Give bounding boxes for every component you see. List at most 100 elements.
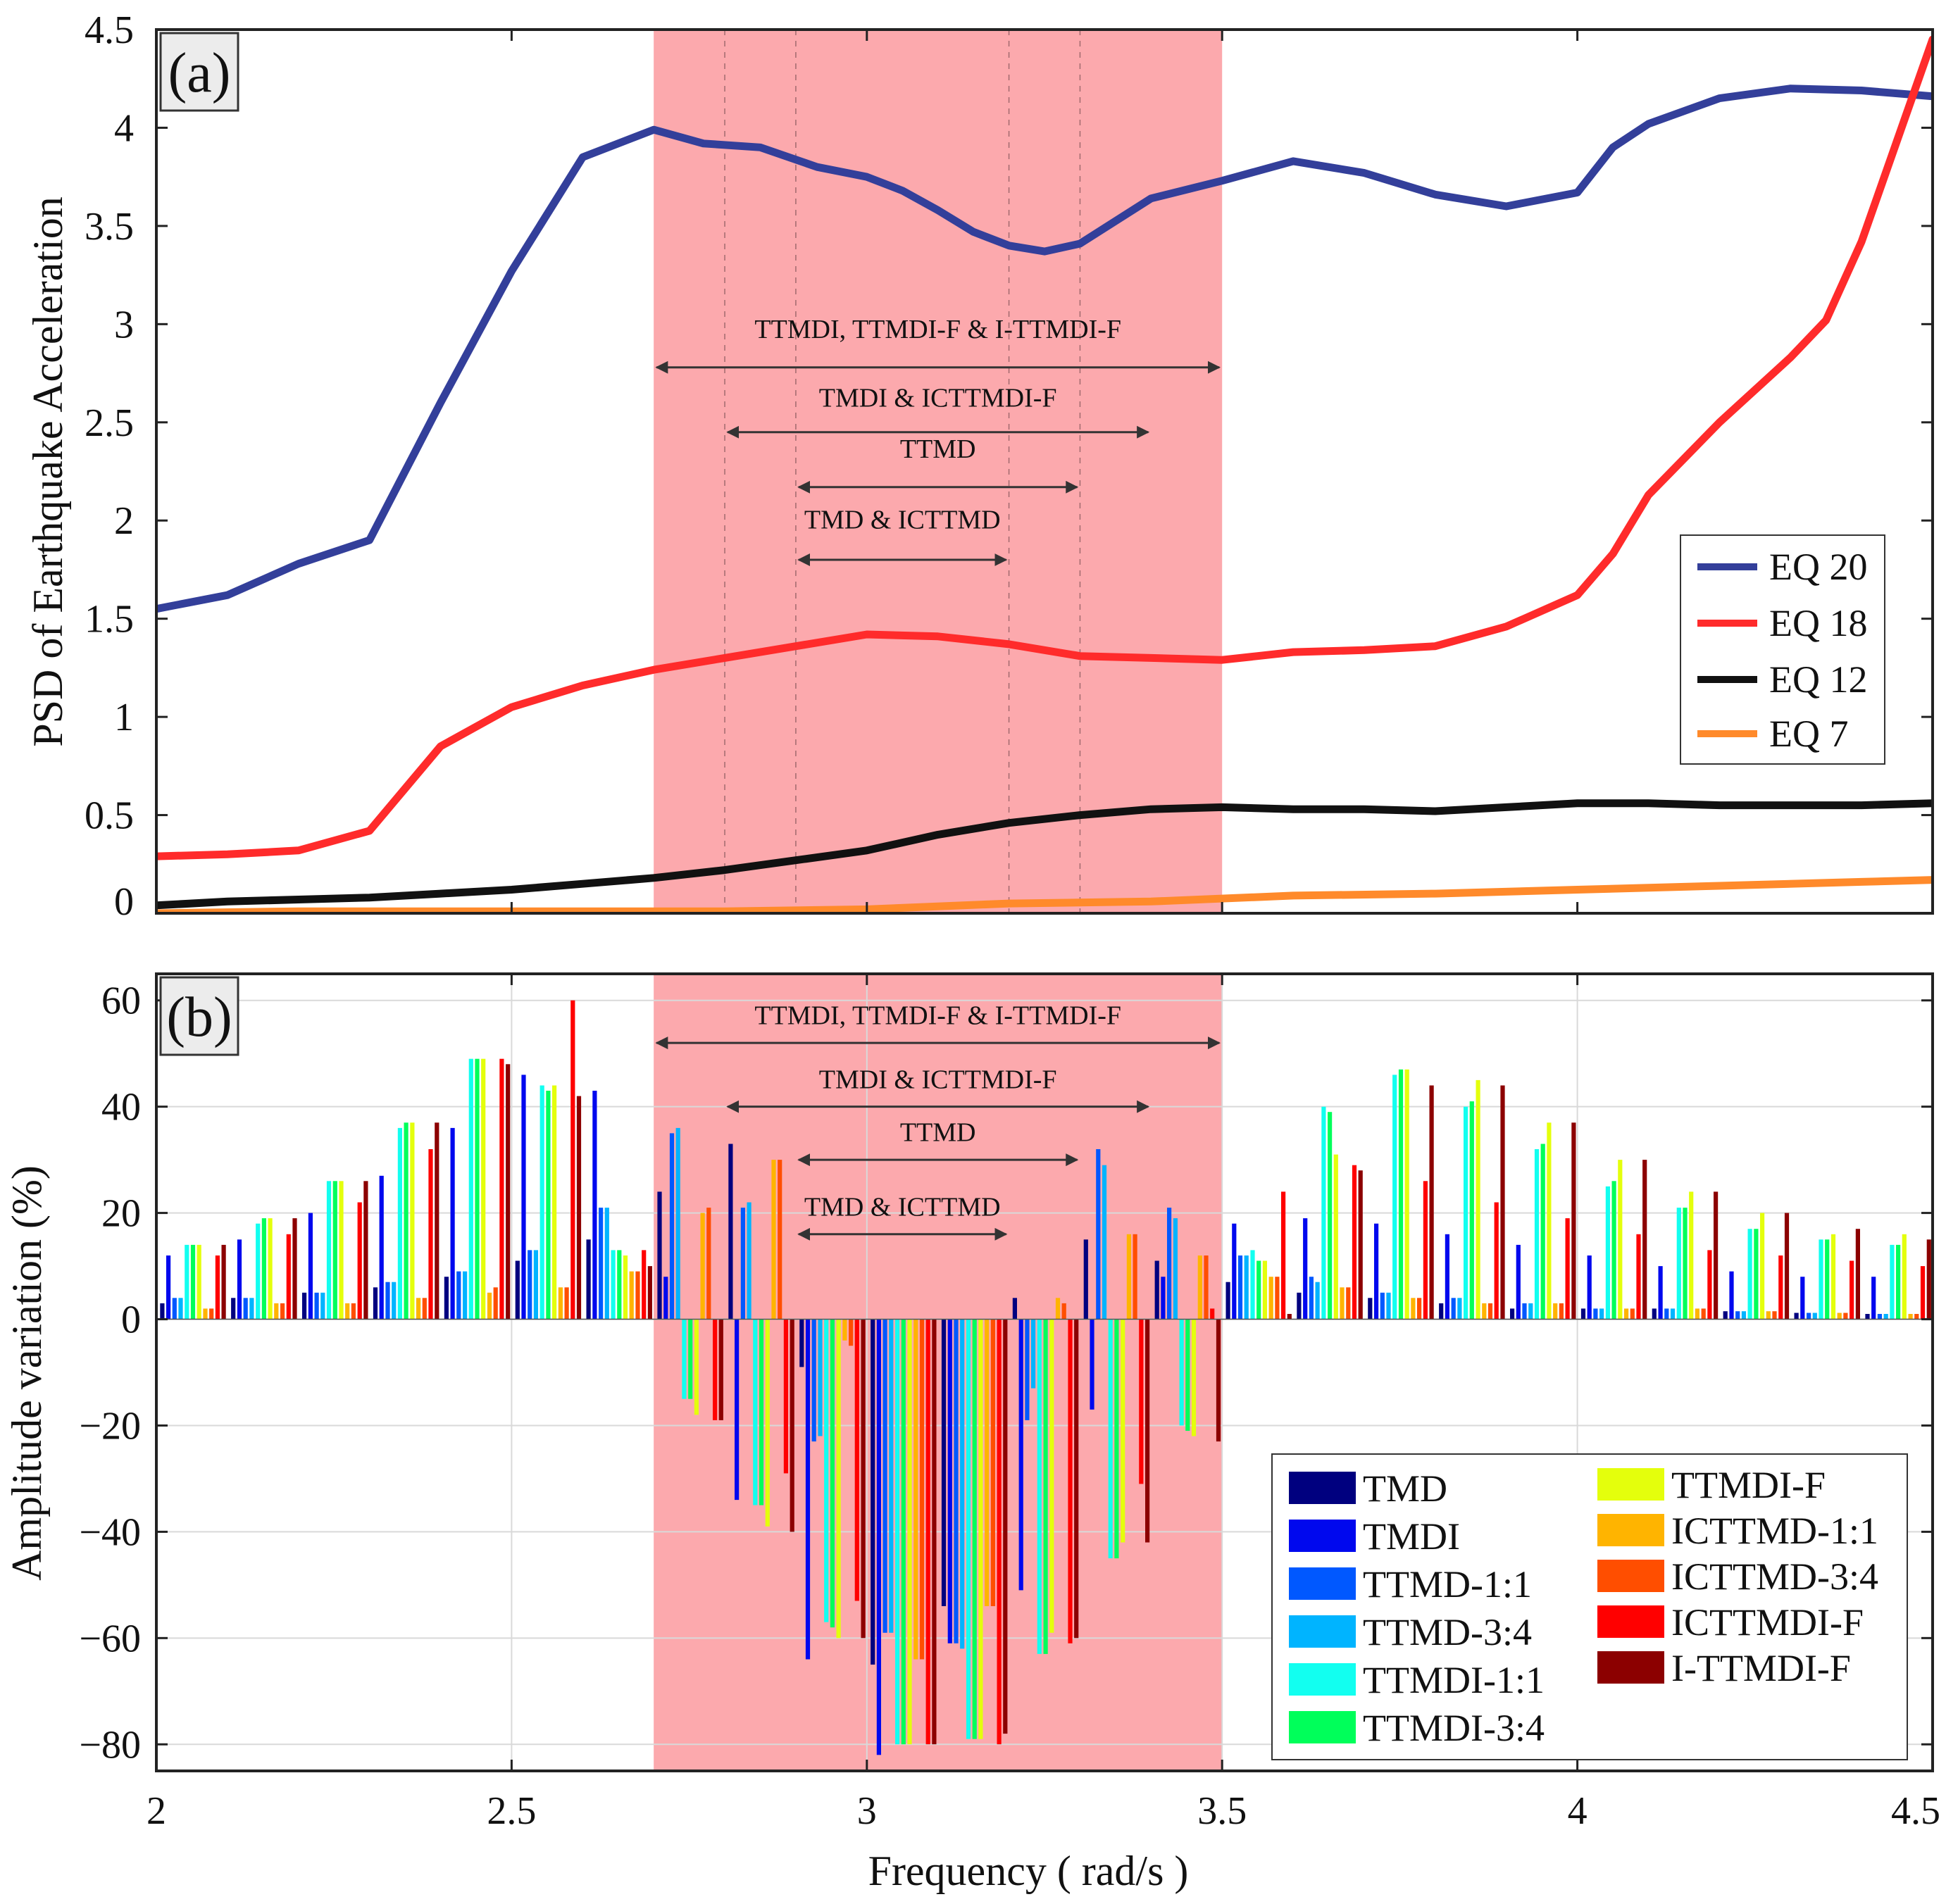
bar-i-ttmdi-f-4 <box>506 1064 511 1320</box>
panel-a-label: (a) <box>168 42 231 104</box>
bar-icttmd-1-1-11 <box>985 1319 990 1606</box>
bar-ttmd-3-4-20 <box>1599 1308 1604 1320</box>
bar-ttmdi-1-1-18 <box>1464 1106 1468 1320</box>
panel-a: TTMDI, TTMDI-F & I-TTMDI-F TMDI & ICTTMD… <box>25 8 1934 924</box>
bar-icttmd-1-1-22 <box>1766 1311 1771 1320</box>
bar-ttmd-1-1-2 <box>314 1292 319 1320</box>
bar-tmd-6 <box>586 1239 591 1320</box>
bar-ttmd-1-1-12 <box>1025 1319 1030 1420</box>
bar-ttmd-1-1-21 <box>1664 1308 1669 1320</box>
bar-ttmd-3-4-22 <box>1741 1311 1746 1320</box>
bar-ttmd-1-1-14 <box>1167 1208 1172 1320</box>
panel-a-y-tick-labels: 0 0.5 1 1.5 2 2.5 3 3.5 4 4.5 <box>85 8 134 924</box>
bar-tmdi-15 <box>1232 1223 1237 1320</box>
panel-b-ytick-label-2: −40 <box>79 1510 141 1554</box>
panel-b-xtick-label-4: 4 <box>1568 1789 1588 1833</box>
bar-tmd-10 <box>871 1319 875 1665</box>
bar-icttmd-3-4-22 <box>1772 1311 1777 1320</box>
bar-ttmd-1-1-17 <box>1380 1292 1385 1320</box>
panel-b-ytick-label-5: 20 <box>101 1192 141 1236</box>
panel-b-ytick-label-4: 0 <box>121 1298 141 1342</box>
bar-icttmdi-f-11 <box>997 1319 1002 1745</box>
bar-ttmd-1-1-9 <box>811 1319 816 1442</box>
panel-a-ytick-label-8: 4 <box>114 106 134 150</box>
bar-ttmdi-f-0 <box>197 1244 201 1320</box>
legend-entry-i-ttmdi-f: I-TTMDI-F <box>1597 1647 1851 1689</box>
bar-ttmd-3-4-3 <box>392 1282 397 1320</box>
bar-icttmd-3-4-23 <box>1843 1313 1848 1320</box>
bar-icttmd-3-4-6 <box>635 1271 640 1320</box>
panel-a-annotations: TTMDI, TTMDI-F & I-TTMDI-F TMDI & ICTTMD… <box>655 315 1221 566</box>
bar-i-ttmdi-f-20 <box>1642 1160 1647 1320</box>
bar-icttmd-1-1-3 <box>416 1298 421 1320</box>
bar-ttmdi-3-4-6 <box>617 1250 622 1320</box>
bar-icttmd-3-4-8 <box>778 1160 782 1320</box>
bar-i-ttmdi-f-12 <box>1074 1319 1079 1639</box>
bar-ttmd-3-4-14 <box>1173 1218 1178 1320</box>
panel-b-ytick-label-0: −80 <box>79 1723 141 1767</box>
bar-ttmdi-3-4-15 <box>1256 1260 1261 1320</box>
panel-a-frame <box>155 28 1934 915</box>
legend-label-tmdi: TMDI <box>1363 1515 1460 1558</box>
panel-a-series-lines <box>156 35 1933 913</box>
bar-icttmdi-f-15 <box>1281 1191 1286 1320</box>
bar-ttmdi-f-17 <box>1404 1069 1409 1320</box>
bar-ttmd-1-1-20 <box>1593 1308 1598 1320</box>
legend-entry-eq12: EQ 12 <box>1697 658 1867 701</box>
bar-tmd-5 <box>515 1260 520 1320</box>
bar-ttmdi-f-5 <box>552 1085 557 1320</box>
bar-ttmd-3-4-10 <box>889 1319 894 1633</box>
bar-ttmdi-f-6 <box>623 1255 628 1320</box>
series-line-eq20 <box>156 84 1933 613</box>
bar-ttmdi-3-4-24 <box>1896 1244 1901 1320</box>
bar-ttmd-1-1-7 <box>669 1133 675 1320</box>
bar-ttmd-1-1-1 <box>243 1298 248 1320</box>
bar-icttmd-1-1-18 <box>1482 1303 1487 1320</box>
bar-ttmd-3-4-21 <box>1670 1308 1676 1320</box>
bar-tmdi-16 <box>1303 1218 1308 1320</box>
panel-a-ytick-label-3: 1.5 <box>85 598 134 641</box>
bar-icttmd-3-4-9 <box>849 1319 854 1346</box>
panel-b-xtick-label-5: 4.5 <box>1891 1789 1940 1833</box>
bar-icttmd-1-1-9 <box>842 1319 847 1341</box>
bar-icttmd-3-4-24 <box>1914 1314 1919 1320</box>
legend-label-icttmd-3-4: ICTTMD-3:4 <box>1671 1555 1878 1598</box>
legend-label-ttmdi-1-1: TTMDI-1:1 <box>1363 1659 1545 1701</box>
bar-tmd-24 <box>1865 1314 1870 1320</box>
bar-i-ttmdi-f-0 <box>221 1244 226 1320</box>
bar-ttmdi-f-14 <box>1191 1319 1197 1436</box>
x-axis-title: Frequency ( rad/s ) <box>868 1848 1189 1894</box>
bar-ttmdi-3-4-3 <box>404 1122 408 1320</box>
panel-a-ytick-label-6: 3 <box>114 303 134 346</box>
bar-icttmd-1-1-24 <box>1908 1314 1913 1320</box>
bar-ttmdi-3-4-13 <box>1114 1319 1119 1559</box>
bar-tmdi-22 <box>1729 1271 1734 1320</box>
panel-b-xtick-label-0: 2 <box>146 1789 166 1833</box>
legend-entry-ttmdi-f: TTMDI-F <box>1597 1464 1826 1506</box>
bar-icttmdi-f-16 <box>1352 1165 1357 1320</box>
bar-icttmdi-f-21 <box>1707 1250 1712 1320</box>
bar-tmdi-5 <box>521 1075 526 1320</box>
bar-icttmd-1-1-20 <box>1624 1308 1629 1320</box>
bar-ttmdi-1-1-16 <box>1321 1106 1326 1320</box>
bar-tmdi-1 <box>237 1239 242 1320</box>
bar-ttmd-1-1-6 <box>599 1208 604 1320</box>
bar-icttmd-1-1-12 <box>1055 1298 1061 1320</box>
bar-tmdi-20 <box>1587 1255 1592 1320</box>
bar-icttmd-1-1-6 <box>629 1271 634 1320</box>
bar-icttmd-1-1-8 <box>771 1160 776 1320</box>
series-line-eq18 <box>156 35 1933 860</box>
bar-ttmd-1-1-5 <box>528 1250 532 1320</box>
bar-tmdi-8 <box>735 1319 740 1501</box>
bar-i-ttmdi-f-3 <box>435 1122 439 1320</box>
bar-ttmd-3-4-24 <box>1883 1314 1888 1320</box>
panel-b-y-axis-title: Amplitude variation (%) <box>4 1165 50 1581</box>
bar-icttmd-1-1-5 <box>558 1287 563 1320</box>
bar-ttmdi-1-1-7 <box>682 1319 687 1399</box>
panel-b-legend: TMD TMDI TTMD-1:1 TTMD-3:4 TTMDI-1:1 TTM… <box>1271 1453 1908 1760</box>
bar-tmdi-17 <box>1374 1223 1379 1320</box>
bar-icttmdi-f-6 <box>642 1250 647 1320</box>
bar-icttmdi-f-17 <box>1423 1181 1428 1320</box>
legend-label-ttmd-3-4: TTMD-3:4 <box>1363 1611 1532 1653</box>
bar-icttmd-3-4-7 <box>706 1208 711 1320</box>
